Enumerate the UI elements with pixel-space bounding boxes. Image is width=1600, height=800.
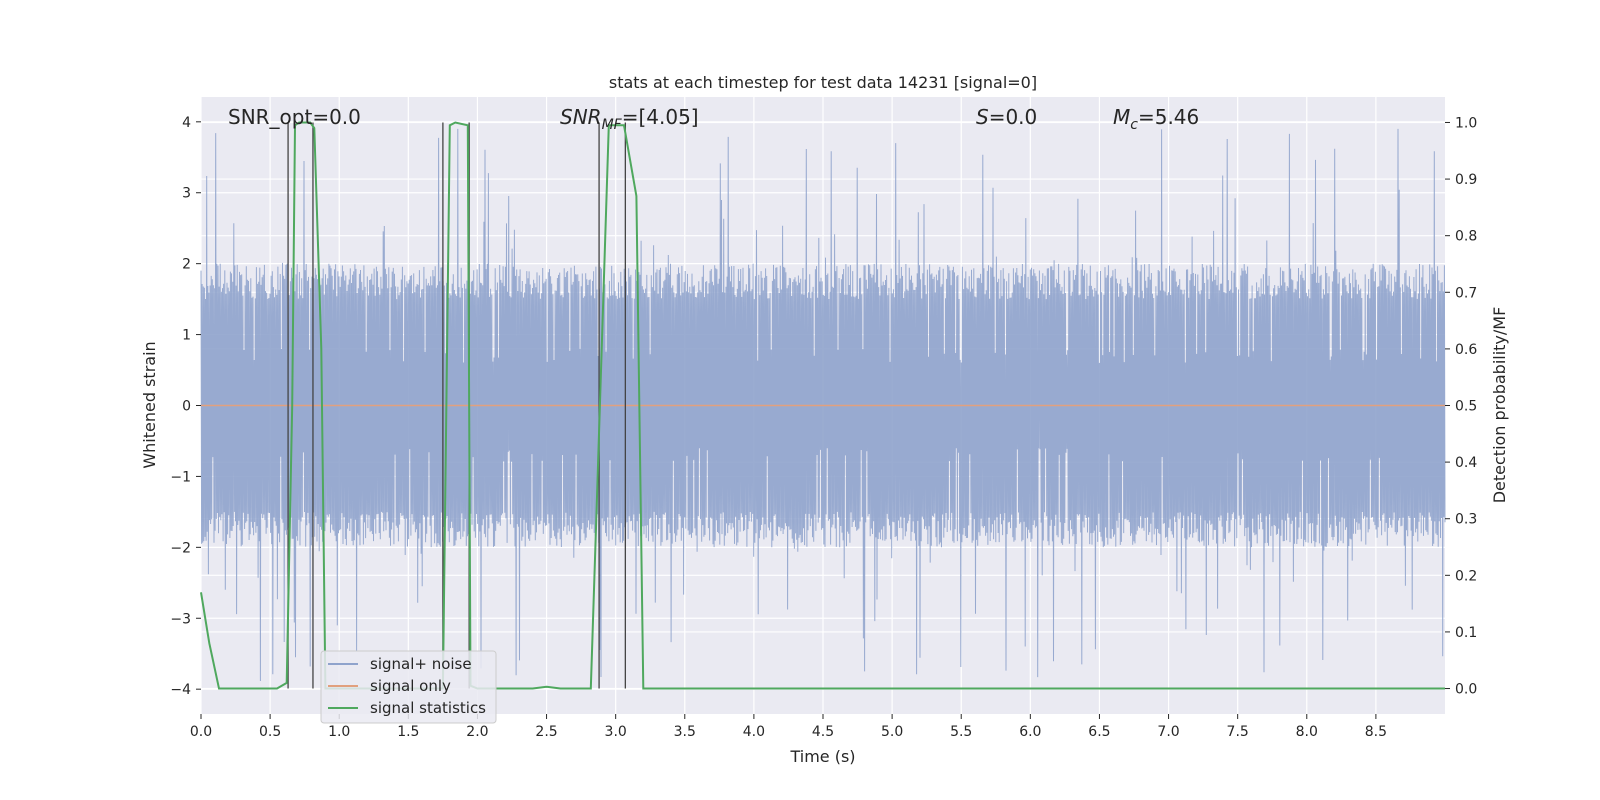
- right-y-tick-label: 0.4: [1455, 455, 1477, 471]
- right-y-tick-label: 0.8: [1455, 229, 1477, 245]
- y-tick-label: 4: [182, 115, 191, 131]
- annotation-mc-value: =5.46: [1138, 105, 1199, 129]
- signal-plus-noise-series: [200, 128, 1446, 682]
- right-y-tick-label: 0.6: [1455, 342, 1477, 358]
- x-tick-label: 1.5: [397, 724, 419, 740]
- x-tick-label: 8.5: [1365, 724, 1387, 740]
- x-tick-label: 0.5: [259, 724, 281, 740]
- annotation-s-value: =0.0: [989, 105, 1038, 129]
- annotation-s-main: S: [976, 105, 989, 129]
- y-tick-label: −4: [170, 682, 191, 698]
- right-y-tick-label: 0.0: [1455, 682, 1477, 698]
- y-tick-label: 1: [182, 328, 191, 344]
- annotation-snr-mf-value: =[4.05]: [622, 105, 699, 129]
- annotation-mc: Mc=5.46: [1113, 105, 1199, 133]
- y-tick-label: 0: [182, 399, 191, 415]
- y-tick-label: −1: [170, 469, 191, 485]
- chart-title: stats at each timestep for test data 142…: [609, 73, 1037, 92]
- right-y-tick-label: 0.9: [1455, 172, 1477, 188]
- annotation-snr-mf: SNRMF=[4.05]: [560, 105, 699, 133]
- x-tick-label: 2.0: [466, 724, 488, 740]
- x-tick-label: 5.5: [950, 724, 972, 740]
- x-axis-ticks: 0.0 0.5 1.0 1.5 2.0 2.5 3.0 3.5 4.0 4.5 5.0 5.5 6.0 6…: [190, 714, 1387, 740]
- annotation-snr-opt: SNR_opt=0.0: [228, 105, 361, 129]
- x-tick-label: 1.0: [328, 724, 350, 740]
- x-tick-label: 6.0: [1019, 724, 1041, 740]
- y-axis-label: Whitened strain: [140, 341, 159, 468]
- annotation-s: S=0.0: [976, 105, 1037, 129]
- right-y-tick-label: 0.3: [1455, 512, 1477, 528]
- x-tick-label: 2.5: [535, 724, 557, 740]
- x-tick-label: 0.0: [190, 724, 212, 740]
- right-y-tick-label: 0.1: [1455, 625, 1477, 641]
- annotation-snr-mf-sub: MF: [602, 117, 623, 133]
- signal-statistics-series: [200, 121, 1445, 690]
- right-y-tick-label: 1.0: [1455, 115, 1477, 131]
- y-axis-ticks: 4 3 2 1 0 −1 −2 −3 −4: [170, 115, 201, 698]
- x-tick-label: 6.5: [1088, 724, 1110, 740]
- legend-label-signal-statistics: signal statistics: [370, 699, 486, 717]
- x-tick-label: 7.5: [1227, 724, 1249, 740]
- annotation-snr-mf-main: SNR: [560, 105, 602, 129]
- annotation-mc-sub: c: [1130, 117, 1138, 133]
- x-axis-label: Time (s): [789, 747, 855, 766]
- x-tick-label: 8.0: [1296, 724, 1318, 740]
- x-tick-label: 3.5: [674, 724, 696, 740]
- legend: signal+ noise signal only signal statist…: [320, 650, 497, 724]
- signal-plus-noise-line: [200, 128, 1446, 682]
- right-y-tick-label: 0.7: [1455, 285, 1477, 301]
- legend-box: [320, 650, 497, 724]
- annotation-mc-main: M: [1113, 105, 1130, 129]
- y-tick-label: 2: [182, 257, 191, 273]
- right-y-axis-ticks: 1.0 0.9 0.8 0.7 0.6 0.5 0.4 0.3 0.2 0.1 0.0: [1445, 115, 1477, 698]
- y-tick-label: 3: [182, 186, 191, 202]
- signal-statistics-line: [200, 121, 1445, 690]
- legend-label-signal-only: signal only: [370, 677, 451, 695]
- legend-label-signal-noise: signal+ noise: [370, 655, 472, 673]
- x-tick-label: 4.5: [812, 724, 834, 740]
- right-y-tick-label: 0.5: [1455, 399, 1477, 415]
- y-tick-label: −2: [170, 540, 191, 556]
- y-tick-label: −3: [170, 611, 191, 627]
- right-y-tick-label: 0.2: [1455, 568, 1477, 584]
- x-tick-label: 3.0: [605, 724, 627, 740]
- x-tick-label: 4.0: [743, 724, 765, 740]
- right-y-axis-label: Detection probability/MF: [1490, 307, 1509, 504]
- x-tick-label: 5.0: [881, 724, 903, 740]
- x-tick-label: 7.0: [1157, 724, 1179, 740]
